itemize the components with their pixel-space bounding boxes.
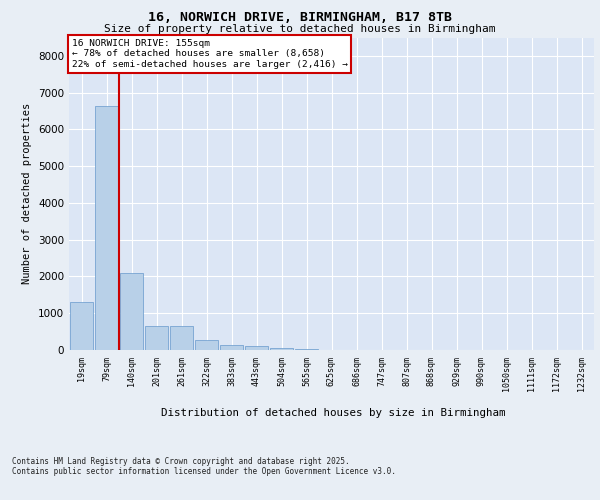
Bar bbox=[245, 346, 268, 350]
Bar bbox=[220, 345, 243, 350]
Bar bbox=[120, 273, 143, 350]
Bar bbox=[195, 340, 218, 350]
Bar bbox=[70, 302, 93, 350]
Text: 16 NORWICH DRIVE: 155sqm
← 78% of detached houses are smaller (8,658)
22% of sem: 16 NORWICH DRIVE: 155sqm ← 78% of detach… bbox=[71, 39, 347, 69]
Text: Contains HM Land Registry data © Crown copyright and database right 2025.: Contains HM Land Registry data © Crown c… bbox=[12, 458, 350, 466]
Text: Size of property relative to detached houses in Birmingham: Size of property relative to detached ho… bbox=[104, 24, 496, 34]
Text: Distribution of detached houses by size in Birmingham: Distribution of detached houses by size … bbox=[161, 408, 505, 418]
Bar bbox=[145, 326, 168, 350]
Text: 16, NORWICH DRIVE, BIRMINGHAM, B17 8TB: 16, NORWICH DRIVE, BIRMINGHAM, B17 8TB bbox=[148, 11, 452, 24]
Bar bbox=[170, 326, 193, 350]
Text: Contains public sector information licensed under the Open Government Licence v3: Contains public sector information licen… bbox=[12, 468, 396, 476]
Bar bbox=[95, 106, 118, 350]
Bar bbox=[270, 348, 293, 350]
Y-axis label: Number of detached properties: Number of detached properties bbox=[22, 103, 32, 284]
